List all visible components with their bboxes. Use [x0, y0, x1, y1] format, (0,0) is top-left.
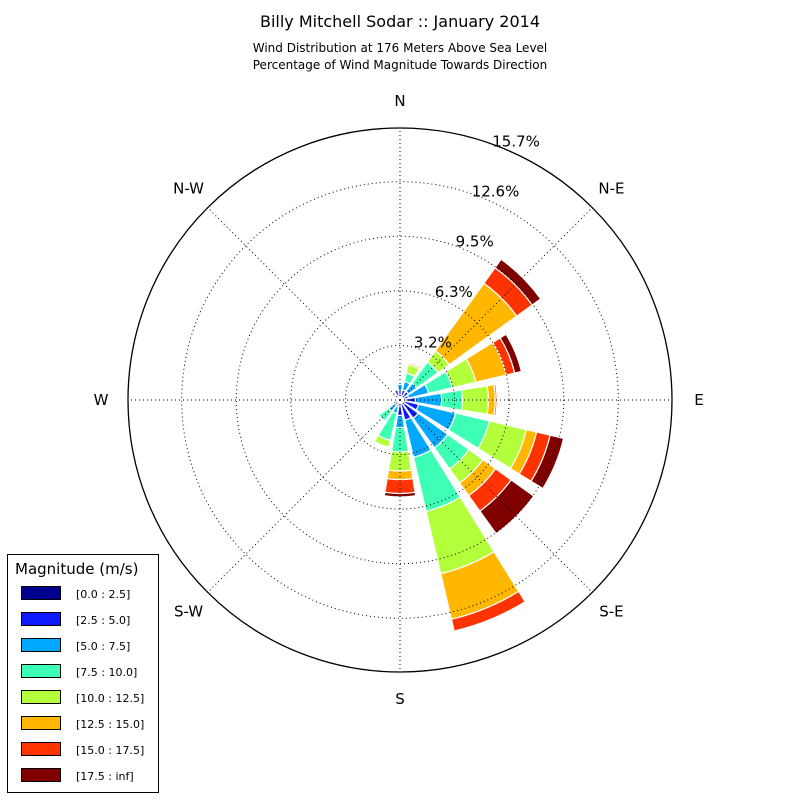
legend-label: [12.5 : 15.0] [76, 718, 145, 731]
legend-swatch [21, 586, 61, 600]
bar-dir-180-bin-7 [383, 491, 417, 498]
bar-dir-67.5-bin-7 [499, 333, 523, 374]
legend-label: [0.0 : 2.5] [76, 588, 131, 601]
legend-swatch [21, 716, 61, 730]
bar-dir-112.5-bin-7 [530, 434, 565, 490]
legend: Magnitude (m/s) [0.0 : 2.5] [2.5 : 5.0] [5… [7, 554, 159, 793]
legend-swatch [21, 742, 61, 756]
legend-label: [10.0 : 12.5] [76, 692, 145, 705]
legend-label: [15.0 : 17.5] [76, 744, 145, 757]
angular-gridline-7 [207, 207, 401, 401]
bar-dir-45-bin-7 [494, 258, 542, 306]
bar-dir-180-bin-2 [394, 414, 406, 429]
direction-label-n-w: N-W [173, 180, 204, 198]
chart-subtitle-line2: Percentage of Wind Magnitude Towards Dir… [252, 58, 548, 72]
bar-dir-202.5-bin-4 [373, 434, 392, 448]
chart-subtitle-line1: Wind Distribution at 176 Meters Above Se… [252, 41, 548, 55]
legend-swatch [21, 612, 61, 626]
radial-gridline-3 [181, 181, 619, 619]
chart-title: Billy Mitchell Sodar :: January 2014 [259, 12, 541, 31]
radial-tick-label-3: 12.6% [472, 182, 520, 200]
radial-tick-label-2: 9.5% [456, 233, 494, 251]
bar-dir-337.5-bin-1 [393, 389, 401, 401]
legend-label: [17.5 : inf] [76, 770, 134, 783]
polar-frame [127, 127, 673, 673]
bar-dir-247.5-bin-1 [392, 399, 401, 405]
angular-gridline-3 [399, 399, 593, 593]
bar-dir-90-bin-6 [493, 383, 498, 417]
direction-label-e: E [694, 391, 703, 409]
direction-label-n: N [394, 92, 405, 110]
polar-labels: N N-E E S-E S S-W W N-W 3.2% 6.3% 9.5% 12.6% 15.7% [94, 92, 704, 708]
direction-label-s-e: S-E [599, 602, 623, 620]
direction-label-s: S [395, 690, 405, 708]
legend-label: [2.5 : 5.0] [76, 614, 131, 627]
direction-label-w: W [94, 391, 109, 409]
angular-gridline-1 [399, 207, 593, 401]
legend-label: [5.0 : 7.5] [76, 640, 131, 653]
angular-gridline-5 [207, 399, 401, 593]
radial-tick-label-0: 3.2% [414, 334, 452, 352]
legend-swatch [21, 768, 61, 782]
direction-label-n-e: N-E [598, 180, 624, 198]
legend-label: [7.5 : 10.0] [76, 666, 138, 679]
legend-swatch [21, 638, 61, 652]
polar-grid [127, 127, 673, 673]
bar-dir-157.5-bin-6 [450, 590, 526, 632]
legend-swatch [21, 664, 61, 678]
legend-title: Magnitude (m/s) [15, 560, 139, 578]
bar-dir-22.5-bin-5 [407, 362, 421, 370]
bar-dir-135-bin-7 [479, 479, 535, 535]
radial-tick-label-4: 15.7% [492, 133, 540, 151]
radial-gridline-2 [235, 235, 565, 565]
legend-swatch [21, 690, 61, 704]
radial-tick-label-1: 6.3% [435, 283, 473, 301]
bar-dir-180-bin-5 [386, 469, 414, 481]
direction-label-s-w: S-W [174, 602, 203, 620]
radial-gridline-0 [344, 344, 456, 456]
